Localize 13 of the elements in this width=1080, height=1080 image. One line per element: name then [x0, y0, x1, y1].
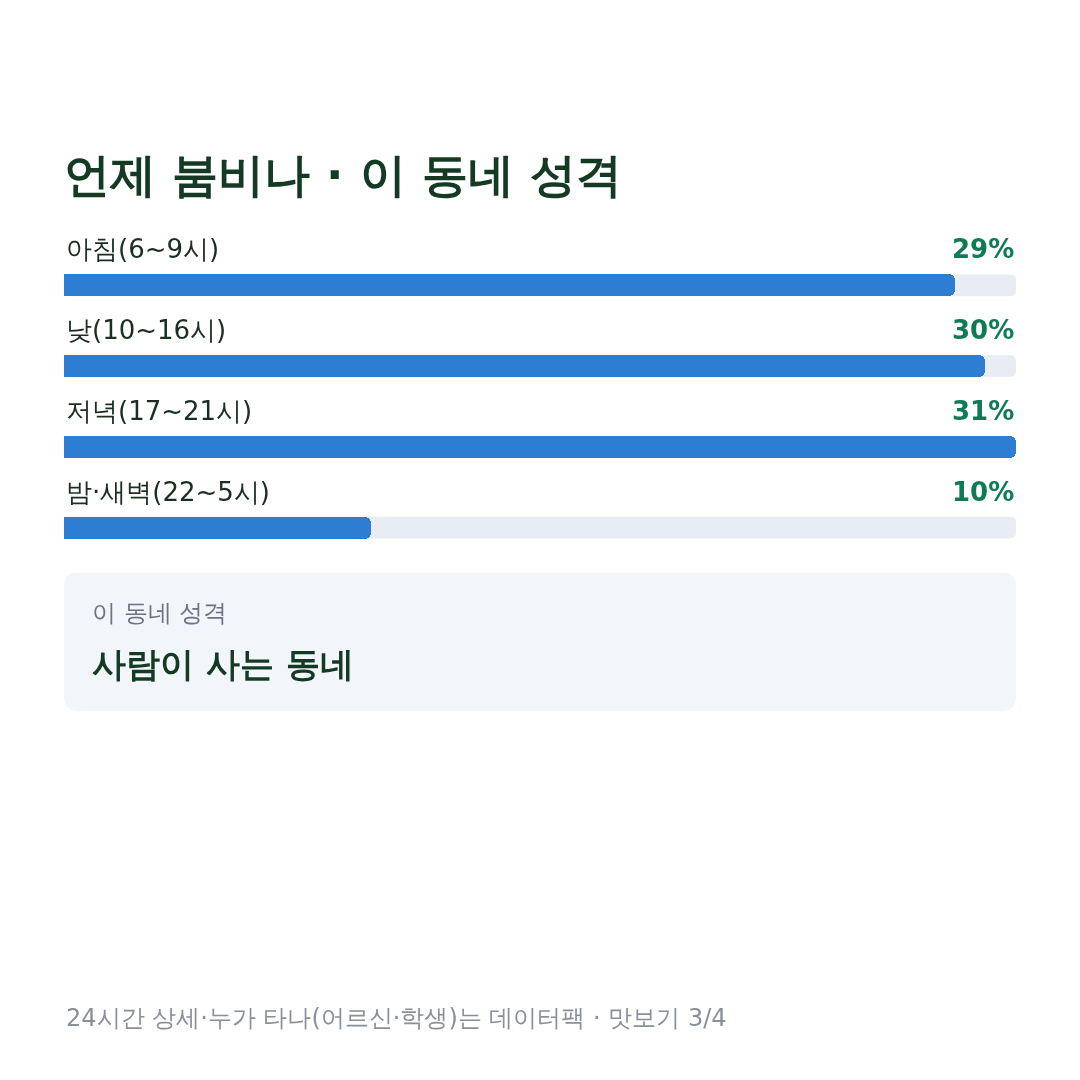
- data-label: 31%: [952, 396, 1015, 426]
- data-label: 10%: [952, 477, 1015, 507]
- text: 이 동네 성격: [92, 599, 228, 627]
- chart-title: 언제 붐비나 · 이 동네 성격: [64, 148, 622, 203]
- y-tick-label: 낮(10~16시): [66, 315, 227, 345]
- y-tick-label: 밤·새벽(22~5시): [66, 477, 270, 507]
- bar: [64, 517, 371, 539]
- text: 사람이 사는 동네: [92, 644, 354, 684]
- y-tick-label: 저녁(17~21시): [66, 396, 253, 426]
- data-label: 29%: [952, 234, 1015, 264]
- data-label: 30%: [952, 315, 1015, 345]
- y-tick-label: 아침(6~9시): [66, 234, 220, 264]
- text: 24시간 상세·누가 타나(어르신·학생)는 데이터팩 · 맛보기 3/4: [66, 1004, 727, 1032]
